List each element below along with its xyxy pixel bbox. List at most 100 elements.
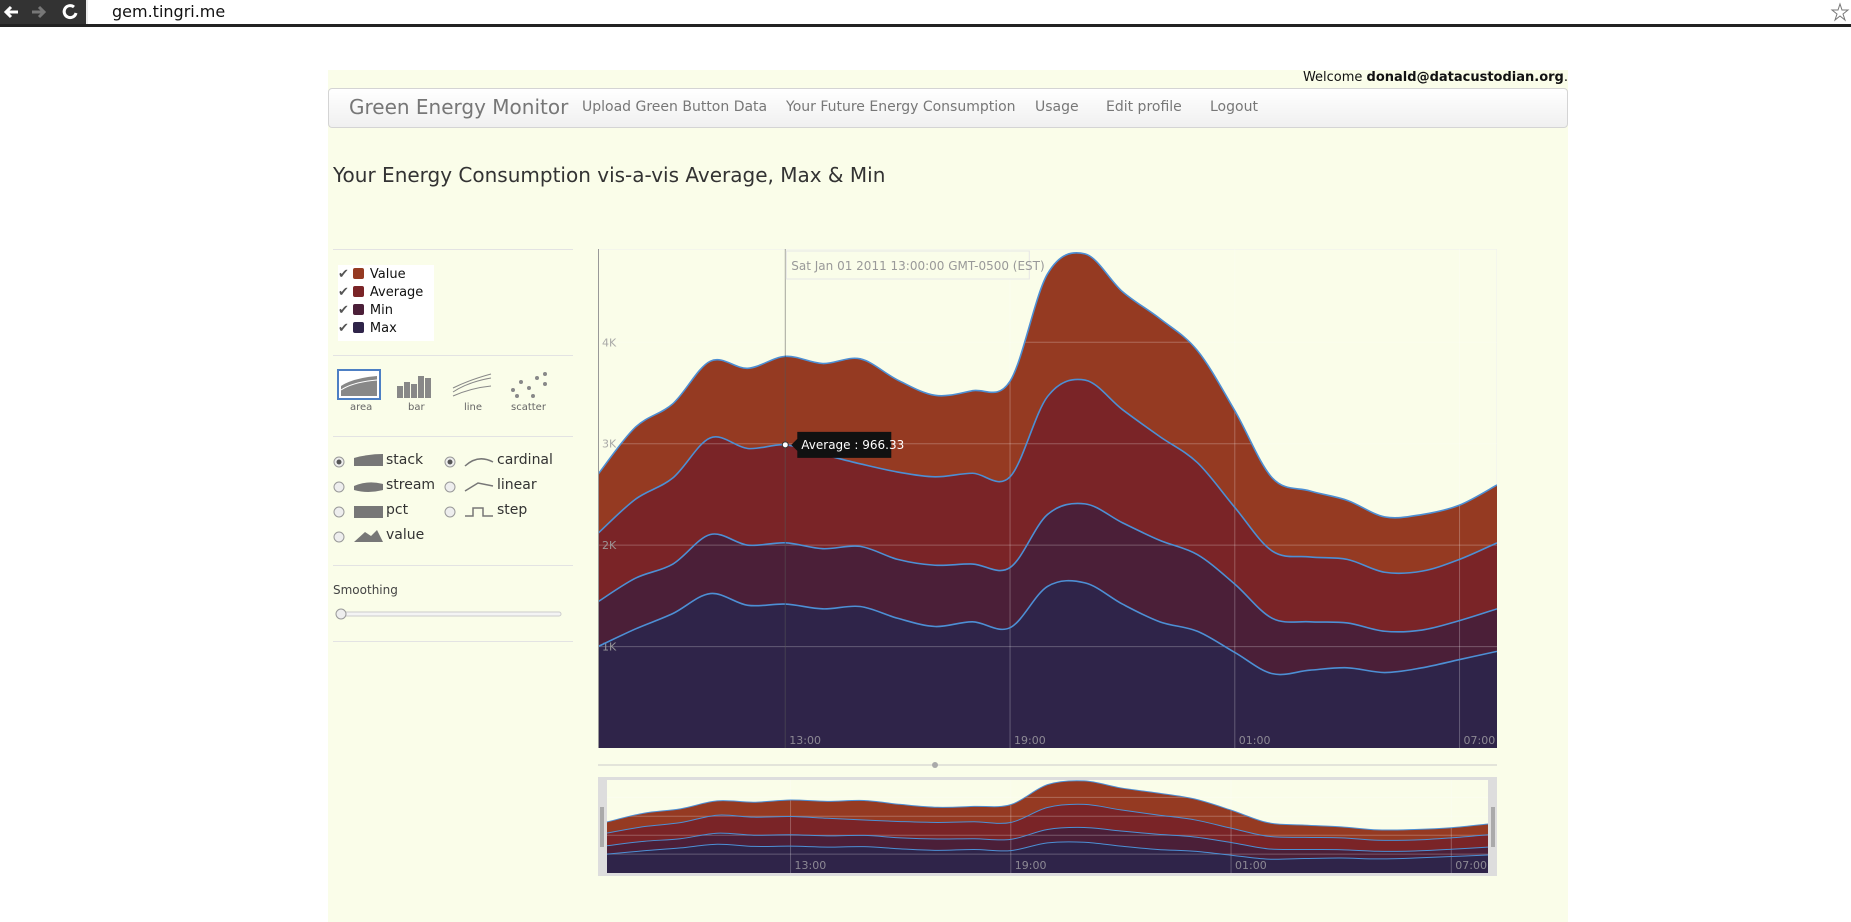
x-tick-label: 07:00	[1455, 859, 1487, 872]
browser-buttons	[0, 0, 86, 24]
area	[598, 379, 1497, 632]
user-email: donald@datacustodian.org	[1366, 70, 1564, 85]
welcome-end: .	[1563, 70, 1568, 85]
area-line	[598, 579, 1497, 676]
hover-box	[791, 431, 892, 458]
brand[interactable]: Green Energy Monitor	[349, 95, 569, 119]
area	[607, 827, 1488, 860]
welcome-text: Welcome	[1302, 70, 1363, 85]
area-line	[598, 502, 1497, 633]
nav-item[interactable]: Your Future Energy Consumption	[786, 99, 1016, 115]
x-tick-label: 01:00	[1239, 734, 1271, 747]
legend-entry[interactable]: ✔ Value	[338, 266, 406, 284]
x-tick-label: 07:00	[1464, 734, 1496, 747]
star-icon[interactable]	[1830, 2, 1850, 22]
renderer-icons	[337, 369, 547, 400]
area-line	[598, 251, 1497, 519]
y-tick-label: 3K	[602, 438, 617, 451]
forward-icon[interactable]	[32, 5, 47, 19]
divider	[333, 249, 573, 250]
renderer-label[interactable]: line	[464, 402, 483, 413]
option-icons	[333, 454, 494, 543]
hover-label: Average : 966.33	[801, 438, 904, 452]
offset-option[interactable]: stream	[386, 477, 436, 493]
area	[598, 580, 1497, 748]
divider	[333, 355, 573, 356]
hover-date-box	[785, 250, 1030, 280]
legend-check[interactable]: ✔	[338, 303, 349, 318]
nav-item[interactable]: Upload Green Button Data	[582, 99, 768, 115]
welcome: Welcome donald@datacustodian.org.	[1303, 70, 1568, 85]
preview-chart[interactable]: 13:00 19:00 01:00 07:00	[598, 777, 1497, 876]
smoothing-slider[interactable]	[333, 606, 565, 622]
legend-check[interactable]: ✔	[338, 267, 349, 282]
nav-item[interactable]: Usage	[1035, 99, 1079, 115]
offset-option[interactable]: pct	[386, 502, 409, 518]
handle[interactable]	[600, 807, 604, 847]
renderer-scatter[interactable]	[511, 372, 547, 398]
url[interactable]: gem.tingri.me	[112, 2, 226, 21]
x-tick-label: 13:00	[789, 734, 821, 747]
interpolation-option[interactable]: linear	[497, 477, 537, 493]
area	[598, 252, 1497, 574]
x-tick-label: 19:00	[1015, 859, 1047, 872]
area-line	[606, 803, 1489, 841]
radio[interactable]	[333, 506, 345, 518]
chart-divider	[598, 762, 1497, 768]
legend-check[interactable]: ✔	[338, 285, 349, 300]
area	[607, 780, 1488, 841]
back-icon[interactable]	[3, 5, 18, 19]
renderer-label[interactable]: area	[350, 402, 373, 413]
legend-entry[interactable]: ✔ Min	[338, 302, 393, 320]
legend-label: Average	[369, 285, 424, 300]
area-line	[606, 826, 1489, 852]
navbar	[328, 88, 1568, 128]
legend-entry[interactable]: ✔ Max	[338, 320, 397, 338]
renderer-bar[interactable]	[397, 376, 431, 398]
radio[interactable]	[333, 531, 345, 543]
hover-date: Sat Jan 01 2011 13:00:00 GMT-0500 (EST)	[791, 259, 1044, 273]
area-line	[606, 780, 1489, 831]
nav-item[interactable]: Logout	[1210, 99, 1258, 115]
x-tick-label: 19:00	[1014, 734, 1046, 747]
legend-check[interactable]: ✔	[338, 321, 349, 336]
legend-swatch	[352, 286, 364, 297]
smoothing-label: Smoothing	[333, 583, 398, 597]
divider	[333, 641, 573, 642]
main-chart: 1K 2K 3K 4K 13:00 19:00 01:00 07:00 Sat Jan 01 2…	[598, 249, 1497, 748]
area-line	[598, 378, 1497, 575]
legend-swatch	[352, 322, 364, 333]
renderer-line[interactable]	[452, 373, 492, 397]
radio[interactable]	[333, 481, 345, 493]
nav-item[interactable]: Edit profile	[1106, 99, 1182, 115]
offset-option[interactable]: stack	[386, 452, 424, 468]
y-tick-label: 1K	[602, 641, 617, 654]
hover-dot	[781, 441, 789, 449]
handle[interactable]	[1491, 807, 1495, 847]
legend-swatch	[352, 268, 364, 279]
area	[607, 804, 1488, 852]
area-line	[606, 841, 1489, 860]
legend-swatch	[352, 304, 364, 315]
address-bar[interactable]	[88, 0, 1851, 24]
renderer-label[interactable]: bar	[408, 402, 425, 413]
legend-label: Value	[369, 267, 406, 282]
y-tick-label: 4K	[602, 336, 617, 349]
reload-icon[interactable]	[62, 4, 78, 20]
renderer-label[interactable]: scatter	[511, 402, 546, 413]
interpolation-option[interactable]: step	[497, 502, 528, 518]
y-tick-label: 2K	[602, 539, 617, 552]
divider	[333, 565, 573, 566]
nav-icons	[3, 4, 78, 20]
legend-label: Max	[369, 321, 397, 336]
legend-entry[interactable]: ✔ Average	[338, 284, 423, 302]
divider	[333, 436, 573, 437]
radio[interactable]	[444, 481, 456, 493]
radio[interactable]	[444, 506, 456, 518]
area	[598, 503, 1497, 675]
offset-option[interactable]: value	[386, 527, 425, 543]
x-tick-label: 01:00	[1235, 859, 1267, 872]
heading: Your Energy Consumption vis-a-vis Averag…	[333, 163, 886, 187]
interpolation-option[interactable]: cardinal	[497, 452, 553, 468]
